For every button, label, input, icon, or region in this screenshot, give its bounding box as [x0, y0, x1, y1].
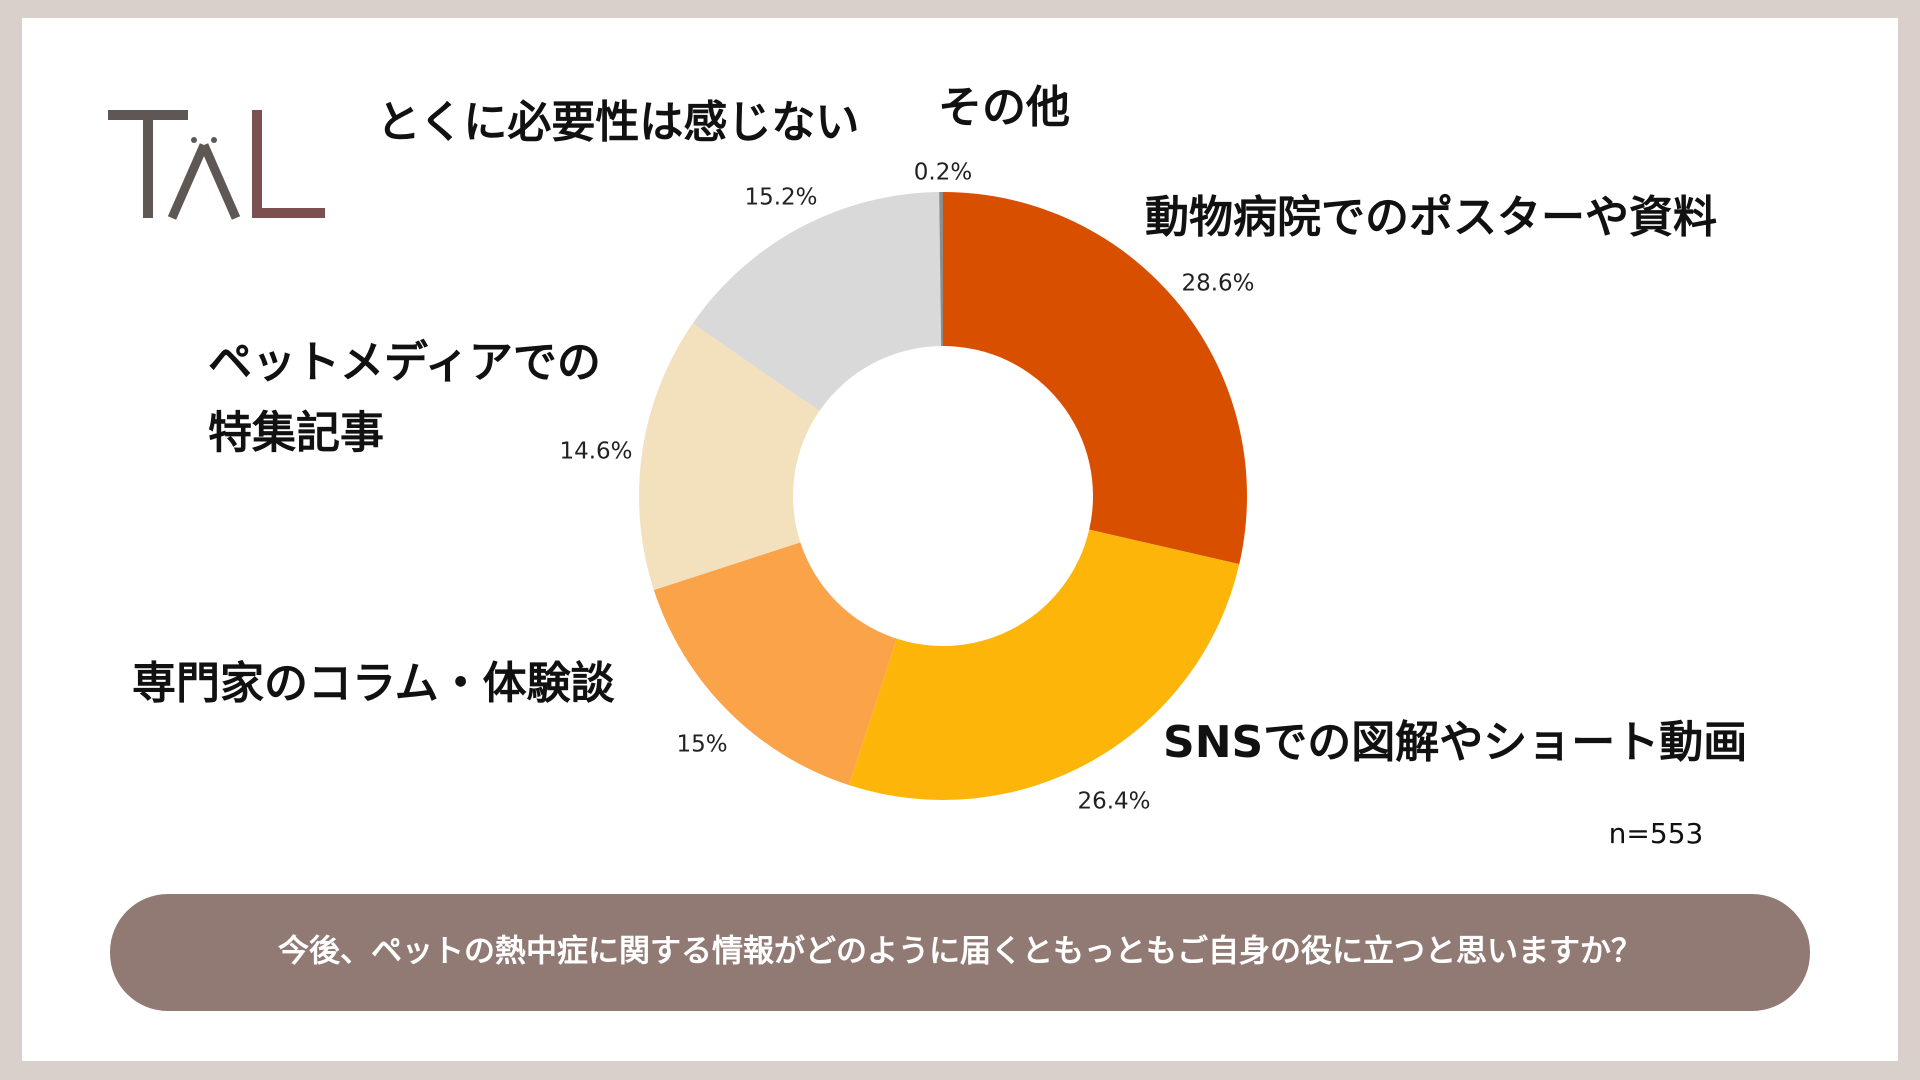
- donut-slice: [943, 192, 1248, 565]
- category-label: 動物病院でのポスターや資料: [1145, 192, 1717, 243]
- panel: [22, 18, 1898, 1061]
- donut-slice: [653, 542, 897, 786]
- value-label: 14.6%: [559, 439, 632, 465]
- category-label: ペットメディアでの特集記事: [208, 337, 601, 458]
- value-label: 0.2%: [914, 160, 972, 186]
- value-label: 28.6%: [1181, 271, 1254, 297]
- logo: [108, 110, 325, 220]
- donut-slice: [639, 323, 820, 590]
- sample-size: n=553: [1609, 817, 1704, 850]
- question-bar: [110, 894, 1810, 1011]
- category-label: とくに必要性は感じない: [377, 97, 860, 148]
- donut-slice: [939, 192, 943, 347]
- value-label: 15%: [676, 732, 727, 758]
- value-label: 26.4%: [1077, 789, 1150, 815]
- category-label: その他: [938, 82, 1070, 133]
- value-label: 15.2%: [744, 185, 817, 211]
- donut-slice: [849, 529, 1240, 800]
- question: 今後、ペットの熱中症に関する情報がどのように届くともっともご自身の役に立つと思い…: [278, 934, 1642, 970]
- category-label: 専門家のコラム・体験談: [132, 658, 615, 709]
- category-label: SNSでの図解やショート動画: [1163, 717, 1747, 768]
- donut-slice: [692, 192, 942, 411]
